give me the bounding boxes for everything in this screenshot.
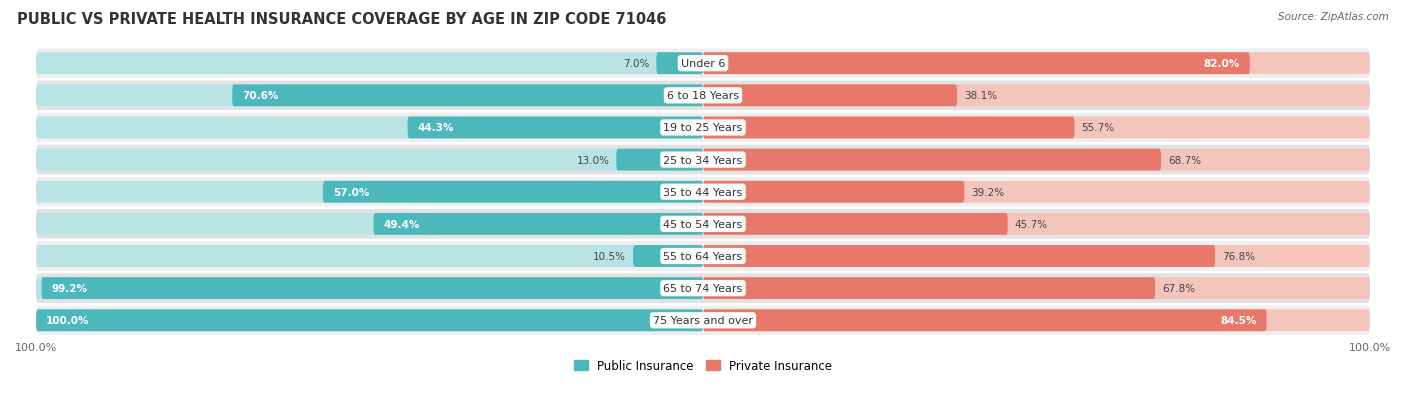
FancyBboxPatch shape bbox=[232, 85, 703, 107]
Text: 35 to 44 Years: 35 to 44 Years bbox=[664, 187, 742, 197]
FancyBboxPatch shape bbox=[703, 245, 1369, 267]
Text: Under 6: Under 6 bbox=[681, 59, 725, 69]
FancyBboxPatch shape bbox=[703, 53, 1369, 75]
FancyBboxPatch shape bbox=[37, 274, 1369, 303]
Text: 6 to 18 Years: 6 to 18 Years bbox=[666, 91, 740, 101]
FancyBboxPatch shape bbox=[37, 53, 703, 75]
Text: 55 to 64 Years: 55 to 64 Years bbox=[664, 252, 742, 261]
FancyBboxPatch shape bbox=[37, 49, 1369, 79]
FancyBboxPatch shape bbox=[323, 181, 703, 203]
Text: 75 Years and over: 75 Years and over bbox=[652, 316, 754, 325]
Text: 25 to 34 Years: 25 to 34 Years bbox=[664, 155, 742, 165]
FancyBboxPatch shape bbox=[41, 278, 703, 299]
FancyBboxPatch shape bbox=[37, 178, 1369, 207]
Text: 55.7%: 55.7% bbox=[1081, 123, 1114, 133]
FancyBboxPatch shape bbox=[37, 81, 1369, 111]
FancyBboxPatch shape bbox=[37, 150, 703, 171]
FancyBboxPatch shape bbox=[37, 181, 703, 203]
Text: 39.2%: 39.2% bbox=[972, 187, 1004, 197]
FancyBboxPatch shape bbox=[37, 310, 703, 331]
Text: 100.0%: 100.0% bbox=[46, 316, 90, 325]
FancyBboxPatch shape bbox=[37, 278, 703, 299]
Text: 57.0%: 57.0% bbox=[333, 187, 370, 197]
FancyBboxPatch shape bbox=[703, 150, 1369, 171]
Text: 99.2%: 99.2% bbox=[52, 283, 87, 293]
Text: 7.0%: 7.0% bbox=[623, 59, 650, 69]
Text: 76.8%: 76.8% bbox=[1222, 252, 1256, 261]
Legend: Public Insurance, Private Insurance: Public Insurance, Private Insurance bbox=[569, 354, 837, 377]
FancyBboxPatch shape bbox=[37, 306, 1369, 335]
FancyBboxPatch shape bbox=[703, 85, 957, 107]
FancyBboxPatch shape bbox=[703, 278, 1156, 299]
FancyBboxPatch shape bbox=[703, 150, 1161, 171]
Text: 65 to 74 Years: 65 to 74 Years bbox=[664, 283, 742, 293]
Text: 45.7%: 45.7% bbox=[1015, 219, 1047, 229]
FancyBboxPatch shape bbox=[703, 85, 1369, 107]
FancyBboxPatch shape bbox=[703, 181, 965, 203]
FancyBboxPatch shape bbox=[657, 53, 703, 75]
FancyBboxPatch shape bbox=[703, 117, 1074, 139]
FancyBboxPatch shape bbox=[703, 245, 1215, 267]
Text: 13.0%: 13.0% bbox=[576, 155, 610, 165]
FancyBboxPatch shape bbox=[703, 310, 1369, 331]
FancyBboxPatch shape bbox=[703, 310, 1267, 331]
Text: 82.0%: 82.0% bbox=[1204, 59, 1240, 69]
FancyBboxPatch shape bbox=[37, 145, 1369, 175]
Text: 10.5%: 10.5% bbox=[593, 252, 626, 261]
Text: 67.8%: 67.8% bbox=[1161, 283, 1195, 293]
Text: PUBLIC VS PRIVATE HEALTH INSURANCE COVERAGE BY AGE IN ZIP CODE 71046: PUBLIC VS PRIVATE HEALTH INSURANCE COVER… bbox=[17, 12, 666, 27]
Text: 38.1%: 38.1% bbox=[963, 91, 997, 101]
FancyBboxPatch shape bbox=[703, 181, 1369, 203]
FancyBboxPatch shape bbox=[37, 85, 703, 107]
FancyBboxPatch shape bbox=[616, 150, 703, 171]
Text: 68.7%: 68.7% bbox=[1168, 155, 1201, 165]
Text: 84.5%: 84.5% bbox=[1220, 316, 1257, 325]
FancyBboxPatch shape bbox=[703, 117, 1369, 139]
FancyBboxPatch shape bbox=[37, 117, 703, 139]
FancyBboxPatch shape bbox=[37, 242, 1369, 271]
FancyBboxPatch shape bbox=[37, 310, 703, 331]
FancyBboxPatch shape bbox=[37, 245, 703, 267]
FancyBboxPatch shape bbox=[703, 53, 1250, 75]
FancyBboxPatch shape bbox=[408, 117, 703, 139]
Text: 70.6%: 70.6% bbox=[242, 91, 278, 101]
Text: 49.4%: 49.4% bbox=[384, 219, 420, 229]
FancyBboxPatch shape bbox=[37, 209, 1369, 239]
Text: 19 to 25 Years: 19 to 25 Years bbox=[664, 123, 742, 133]
FancyBboxPatch shape bbox=[703, 278, 1369, 299]
Text: Source: ZipAtlas.com: Source: ZipAtlas.com bbox=[1278, 12, 1389, 22]
FancyBboxPatch shape bbox=[633, 245, 703, 267]
Text: 44.3%: 44.3% bbox=[418, 123, 454, 133]
FancyBboxPatch shape bbox=[374, 214, 703, 235]
FancyBboxPatch shape bbox=[37, 114, 1369, 143]
FancyBboxPatch shape bbox=[703, 214, 1369, 235]
FancyBboxPatch shape bbox=[37, 214, 703, 235]
FancyBboxPatch shape bbox=[703, 214, 1008, 235]
Text: 45 to 54 Years: 45 to 54 Years bbox=[664, 219, 742, 229]
